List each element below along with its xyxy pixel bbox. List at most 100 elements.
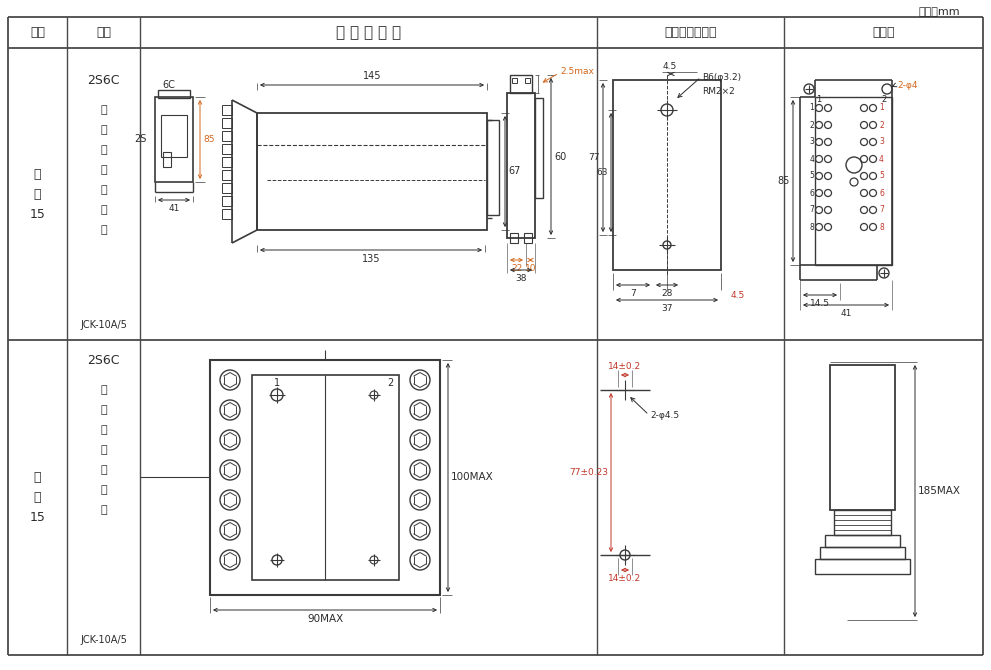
Bar — [252, 375, 399, 580]
Text: 附: 附 — [34, 471, 42, 484]
Text: 2S: 2S — [135, 134, 147, 144]
Bar — [222, 196, 232, 206]
Text: 图: 图 — [34, 491, 42, 504]
Bar — [487, 120, 499, 215]
Text: 3: 3 — [809, 137, 814, 147]
Bar — [834, 510, 891, 535]
Text: 38: 38 — [515, 274, 527, 283]
Text: 37: 37 — [661, 304, 673, 313]
Bar — [222, 157, 232, 167]
Text: 14.5: 14.5 — [810, 299, 830, 308]
Text: 结构: 结构 — [96, 26, 111, 39]
Text: 单位：mm: 单位：mm — [919, 7, 960, 17]
Bar — [163, 152, 171, 167]
Text: 前: 前 — [100, 465, 107, 475]
Text: 2: 2 — [879, 121, 884, 129]
Bar — [210, 360, 440, 595]
Text: 5: 5 — [879, 172, 884, 180]
Text: 式: 式 — [100, 425, 107, 435]
Text: 77±0.23: 77±0.23 — [569, 468, 608, 477]
Text: 63: 63 — [597, 168, 608, 177]
Text: 85: 85 — [778, 176, 790, 186]
Bar — [222, 118, 232, 128]
Text: 2: 2 — [810, 121, 814, 129]
Text: 60: 60 — [554, 151, 566, 161]
Text: 式: 式 — [100, 145, 107, 155]
Text: 2.5max: 2.5max — [560, 66, 594, 76]
Text: 145: 145 — [363, 71, 382, 81]
Bar — [257, 113, 487, 230]
Bar — [525, 78, 530, 83]
Text: 安装开孔尺寸图: 安装开孔尺寸图 — [664, 26, 716, 39]
Text: 90MAX: 90MAX — [307, 614, 343, 624]
Text: 15: 15 — [30, 208, 46, 220]
Bar — [222, 170, 232, 180]
Bar — [507, 93, 535, 238]
Text: 7: 7 — [630, 289, 636, 298]
Text: 3: 3 — [879, 137, 884, 147]
Bar — [222, 183, 232, 193]
Text: 8: 8 — [810, 222, 814, 232]
Text: 41: 41 — [840, 309, 851, 318]
Text: RM2×2: RM2×2 — [702, 88, 734, 96]
Text: 1: 1 — [817, 96, 822, 105]
Bar — [222, 144, 232, 154]
Text: 2-φ4.5: 2-φ4.5 — [650, 411, 679, 419]
Bar — [155, 97, 193, 182]
Text: 6: 6 — [809, 188, 814, 198]
Text: 14±0.2: 14±0.2 — [608, 574, 641, 583]
Text: 185MAX: 185MAX — [918, 486, 961, 496]
Bar — [613, 80, 721, 270]
Text: 2: 2 — [387, 378, 394, 388]
Text: 5: 5 — [809, 172, 814, 180]
Bar — [161, 115, 187, 157]
Text: 41: 41 — [168, 204, 179, 213]
Bar — [815, 97, 892, 265]
Text: 线: 线 — [100, 505, 107, 515]
Text: 接: 接 — [100, 485, 107, 495]
Bar — [524, 233, 532, 243]
Text: 2S6C: 2S6C — [87, 74, 120, 86]
Bar — [820, 547, 905, 559]
Text: 出: 出 — [100, 405, 107, 415]
Text: 6: 6 — [879, 188, 884, 198]
Text: 4: 4 — [879, 155, 884, 163]
Text: 7: 7 — [879, 206, 884, 214]
Text: 图号: 图号 — [30, 26, 45, 39]
Text: 14±0.2: 14±0.2 — [608, 362, 641, 371]
Text: 凸: 凸 — [100, 105, 107, 115]
Text: 图: 图 — [34, 188, 42, 200]
Text: 28: 28 — [661, 289, 673, 298]
Text: 1: 1 — [274, 378, 280, 388]
Text: 接: 接 — [100, 205, 107, 215]
Text: 出: 出 — [100, 125, 107, 135]
Text: JCK-10A/5: JCK-10A/5 — [80, 635, 127, 645]
Text: 2S6C: 2S6C — [87, 354, 120, 366]
Bar — [510, 233, 518, 243]
Text: 100MAX: 100MAX — [451, 472, 494, 482]
Bar — [222, 209, 232, 219]
Text: 4.5: 4.5 — [731, 291, 745, 299]
Bar — [815, 559, 910, 574]
Bar — [222, 131, 232, 141]
Text: B6(φ3.2): B6(φ3.2) — [702, 72, 741, 82]
Text: 67: 67 — [508, 167, 520, 176]
Text: 10: 10 — [525, 264, 536, 273]
Text: 4: 4 — [809, 155, 814, 163]
Text: 附: 附 — [34, 168, 42, 180]
Text: 6C: 6C — [163, 80, 175, 90]
Bar — [222, 105, 232, 115]
Text: 7: 7 — [809, 206, 814, 214]
Text: 77: 77 — [589, 153, 600, 162]
Text: 22: 22 — [511, 264, 522, 273]
Text: 2-φ4: 2-φ4 — [897, 80, 918, 90]
Text: JCK-10A/5: JCK-10A/5 — [80, 320, 127, 330]
Text: 外 形 尺 寸 图: 外 形 尺 寸 图 — [336, 25, 401, 40]
Text: 1: 1 — [810, 103, 814, 113]
Text: 凸: 凸 — [100, 385, 107, 395]
Bar — [512, 78, 517, 83]
Bar — [158, 90, 190, 98]
Text: 后: 后 — [100, 185, 107, 195]
Text: 4.5: 4.5 — [662, 62, 677, 71]
Bar — [830, 365, 895, 510]
